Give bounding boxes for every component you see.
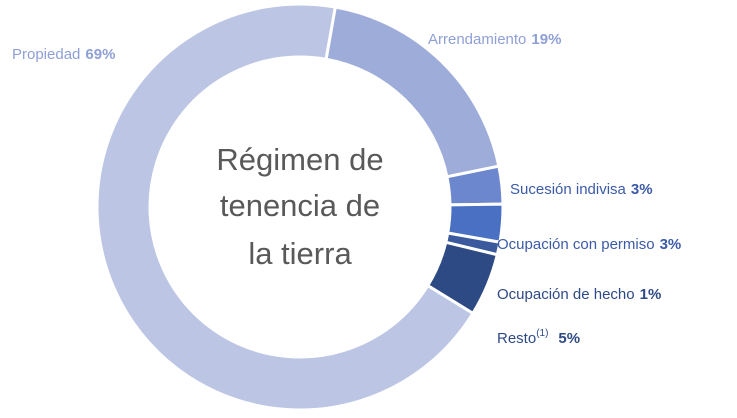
value-label: 3% (660, 236, 682, 253)
category-name: Ocupación con permiso (497, 236, 655, 253)
footnote-marker: (1) (536, 328, 548, 339)
category-name: Resto (497, 330, 536, 347)
slices (95, 2, 505, 412)
chart-title-line: Régimen de (216, 142, 383, 177)
category-name: Arrendamiento (428, 31, 526, 48)
labels: Arrendamiento 19%Sucesión indivisa 3%Ocupa… (12, 31, 681, 347)
category-name: Ocupación de hecho (497, 286, 635, 303)
slice-label: Ocupación con permiso 3% (497, 236, 681, 253)
slice-label: Arrendamiento 19% (428, 31, 561, 48)
value-label: 69% (85, 46, 115, 63)
value-label: 1% (640, 286, 662, 303)
slice-label: Propiedad 69% (12, 46, 115, 63)
value-label: 5% (558, 330, 580, 347)
value-label: 19% (531, 31, 561, 48)
slice-label: Sucesión indivisa 3% (510, 181, 653, 198)
slice-label: Ocupación de hecho 1% (497, 286, 661, 303)
slice-label: Resto(1) 5% (497, 328, 580, 347)
slice (95, 2, 475, 412)
value-label: 3% (631, 181, 653, 198)
chart-title-line: la tierra (248, 236, 352, 271)
category-name: Sucesión indivisa (510, 181, 627, 198)
chart-title-line: tenencia de (220, 188, 380, 223)
category-name: Propiedad (12, 46, 80, 63)
